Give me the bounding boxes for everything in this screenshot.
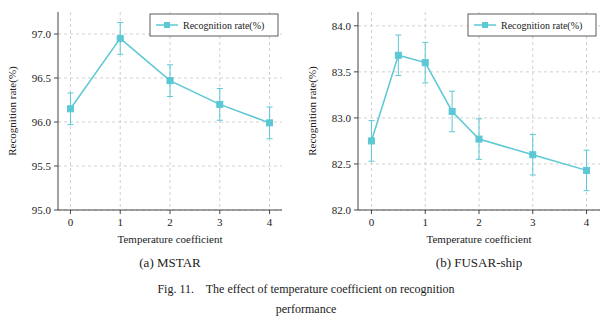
legend-marker (482, 22, 488, 28)
x-tick-label: 0 (369, 216, 375, 228)
marker (117, 35, 123, 41)
y-tick-label: 97.0 (32, 28, 52, 40)
grid-line (479, 12, 480, 210)
marker (422, 60, 428, 66)
error-bar (422, 42, 428, 83)
y-tick (354, 25, 358, 26)
x-axis-label: Temperature coefficient (118, 233, 223, 245)
x-tick (120, 210, 121, 214)
grid-line (170, 12, 171, 210)
y-tick (354, 71, 358, 72)
x-tick-label: 2 (167, 216, 173, 228)
marker (368, 138, 374, 144)
y-tick-label: 96.5 (32, 72, 52, 84)
x-tick (219, 210, 220, 214)
subplot-label: (a) MSTAR (139, 255, 201, 270)
legend-entry: Recognition rate(%) (501, 20, 582, 32)
x-tick (70, 210, 71, 214)
y-tick (54, 78, 58, 79)
x-tick-label: 3 (217, 216, 223, 228)
x-axis-label: Temperature coefficient (427, 233, 532, 245)
marker (67, 106, 73, 112)
error-bar (395, 35, 401, 76)
background (0, 0, 612, 326)
grid-line (371, 12, 372, 210)
error-bar (449, 91, 455, 132)
marker (449, 108, 455, 114)
panel: 0 1 2 3 4 95.0 95.5 96.0 96.5 97.0 Temperature coe… (6, 12, 282, 270)
grid-line (358, 117, 600, 118)
y-tick-label: 82.0 (332, 204, 352, 216)
x-tick-label: 3 (530, 216, 536, 228)
error-bar (267, 107, 273, 139)
x-tick (170, 210, 171, 214)
y-axis-label: Recognition rate(%) (306, 66, 319, 156)
marker (584, 167, 590, 173)
error-bar (584, 150, 590, 191)
marker (395, 52, 401, 58)
error-bar (67, 93, 73, 125)
legend-frame (468, 14, 596, 36)
figure: 0 1 2 3 4 95.0 95.5 96.0 96.5 97.0 Temperature coe… (0, 0, 612, 326)
x-tick-label: 1 (117, 216, 123, 228)
legend-entry: Recognition rate(%) (183, 20, 264, 32)
y-tick-label: 82.5 (332, 158, 352, 170)
x-tick-label: 4 (584, 216, 590, 228)
error-bar (217, 89, 223, 121)
y-tick (354, 163, 358, 164)
y-tick (354, 210, 358, 211)
error-bar (476, 119, 482, 160)
y-tick-label: 95.5 (32, 160, 52, 172)
caption: Fig. 11. The effect of temperature coeff… (157, 282, 454, 296)
grid-line (358, 71, 600, 72)
x-tick (371, 210, 372, 214)
y-tick-label: 96.0 (32, 116, 52, 128)
legend-marker (164, 22, 170, 28)
error-bar (530, 134, 536, 175)
error-bar (167, 65, 173, 97)
y-tick-label: 83.0 (332, 112, 352, 124)
y-axis-line (358, 12, 359, 210)
marker (167, 78, 173, 84)
x-tick (425, 210, 426, 214)
x-tick (479, 210, 480, 214)
series-line (70, 38, 269, 122)
x-tick (269, 210, 270, 214)
y-tick-label: 84.0 (332, 20, 352, 32)
x-tick (532, 210, 533, 214)
x-tick-label: 1 (422, 216, 428, 228)
grid-line (58, 166, 282, 167)
x-tick-label: 0 (68, 216, 74, 228)
y-tick-label: 83.5 (332, 66, 352, 78)
y-tick (54, 210, 58, 211)
y-tick (354, 117, 358, 118)
marker (530, 152, 536, 158)
marker (267, 120, 273, 126)
y-tick-label: 95.0 (32, 204, 52, 216)
subplot-label: (b) FUSAR-ship (436, 255, 522, 270)
grid-line (532, 12, 533, 210)
legend: Recognition rate(%) (468, 14, 596, 36)
grid-line (425, 12, 426, 210)
data-area (67, 23, 272, 139)
marker (476, 136, 482, 142)
grid-line (58, 122, 282, 123)
error-bar (368, 121, 374, 162)
y-tick (54, 122, 58, 123)
y-axis-line (58, 12, 59, 210)
panel: 0 1 2 3 4 82.0 82.5 83.0 83.5 84.0 Temperature coe… (306, 12, 600, 270)
marker (217, 101, 223, 107)
x-tick-label: 2 (476, 216, 482, 228)
series-line (371, 55, 586, 170)
caption: performance (276, 302, 337, 316)
data-area (368, 35, 589, 191)
legend-frame (150, 14, 278, 36)
error-bar (117, 23, 123, 55)
legend: Recognition rate(%) (150, 14, 278, 36)
y-tick (54, 166, 58, 167)
y-axis-label: Recognition rate(%) (6, 66, 19, 156)
y-tick (54, 34, 58, 35)
x-tick (586, 210, 587, 214)
x-tick-label: 4 (267, 216, 273, 228)
